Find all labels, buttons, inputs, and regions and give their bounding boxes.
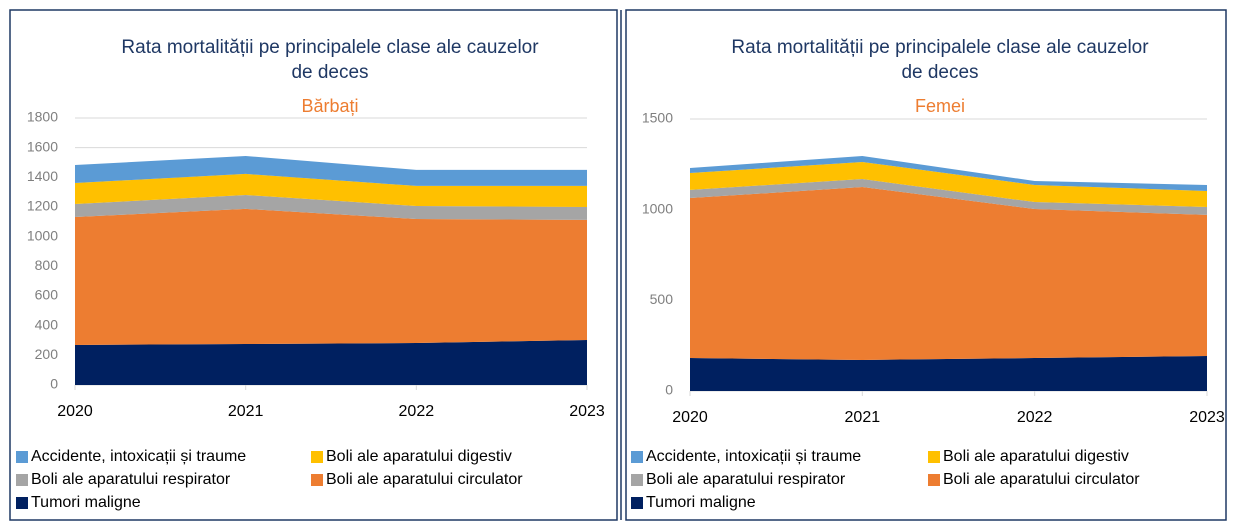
legend-label: Boli ale aparatului circulator bbox=[943, 471, 1140, 488]
x-tick-label: 2021 bbox=[845, 409, 881, 426]
legend-swatch bbox=[928, 474, 940, 486]
x-tick-label: 2021 bbox=[228, 403, 264, 420]
legend-label: Boli ale aparatului digestiv bbox=[326, 448, 512, 465]
legend-label: Boli ale aparatului circulator bbox=[326, 471, 523, 488]
area bbox=[75, 208, 587, 345]
area bbox=[690, 155, 1207, 191]
y-tick-label: 800 bbox=[35, 257, 59, 273]
panel-border bbox=[9, 9, 618, 521]
legend-label: Boli ale aparatului respirator bbox=[31, 471, 231, 488]
y-tick-label: 500 bbox=[650, 291, 674, 307]
area bbox=[690, 356, 1207, 391]
chart-subtitle: Femei bbox=[914, 96, 965, 116]
legend-swatch bbox=[631, 474, 643, 486]
chart-title: Rata mortalității pe principalele clase … bbox=[731, 37, 1149, 83]
legend-swatch bbox=[631, 451, 643, 463]
y-tick-label: 1400 bbox=[27, 168, 58, 184]
y-tick-label: 1500 bbox=[642, 110, 673, 126]
area bbox=[75, 194, 587, 220]
legend-swatch bbox=[631, 497, 643, 509]
y-tick-label: 0 bbox=[50, 376, 58, 392]
y-tick-label: 0 bbox=[665, 382, 673, 398]
panel-border bbox=[625, 9, 1227, 521]
y-tick-label: 200 bbox=[35, 346, 59, 362]
x-tick-label: 2020 bbox=[672, 409, 708, 426]
y-tick-label: 1600 bbox=[27, 138, 58, 154]
chart-subtitle: Bărbați bbox=[301, 96, 359, 116]
legend-label: Accidente, intoxicații și traume bbox=[31, 448, 246, 465]
area bbox=[75, 173, 587, 207]
x-tick-label: 2022 bbox=[1017, 409, 1053, 426]
area bbox=[690, 161, 1207, 207]
legend-label: Tumori maligne bbox=[646, 494, 756, 511]
x-tick-label: 2023 bbox=[1189, 409, 1225, 426]
legend-swatch bbox=[311, 474, 323, 486]
x-tick-label: 2022 bbox=[399, 403, 435, 420]
legend-swatch bbox=[928, 451, 940, 463]
legend-swatch bbox=[16, 451, 28, 463]
area bbox=[75, 155, 587, 186]
legend-swatch bbox=[16, 497, 28, 509]
y-tick-label: 1000 bbox=[27, 227, 58, 243]
area bbox=[75, 340, 587, 385]
legend-swatch bbox=[16, 474, 28, 486]
legend-label: Accidente, intoxicații și traume bbox=[646, 448, 861, 465]
area bbox=[690, 187, 1207, 360]
legend-swatch bbox=[311, 451, 323, 463]
y-tick-label: 1800 bbox=[27, 109, 58, 125]
y-tick-label: 400 bbox=[35, 316, 59, 332]
x-tick-label: 2023 bbox=[569, 403, 605, 420]
y-tick-label: 1200 bbox=[27, 198, 58, 214]
chart-title: Rata mortalității pe principalele clase … bbox=[121, 37, 539, 83]
y-tick-label: 600 bbox=[35, 287, 59, 303]
y-tick-label: 1000 bbox=[642, 200, 673, 216]
legend-label: Boli ale aparatului respirator bbox=[646, 471, 846, 488]
legend-label: Boli ale aparatului digestiv bbox=[943, 448, 1129, 465]
x-tick-label: 2020 bbox=[57, 403, 93, 420]
area bbox=[690, 179, 1207, 215]
legend-label: Tumori maligne bbox=[31, 494, 141, 511]
